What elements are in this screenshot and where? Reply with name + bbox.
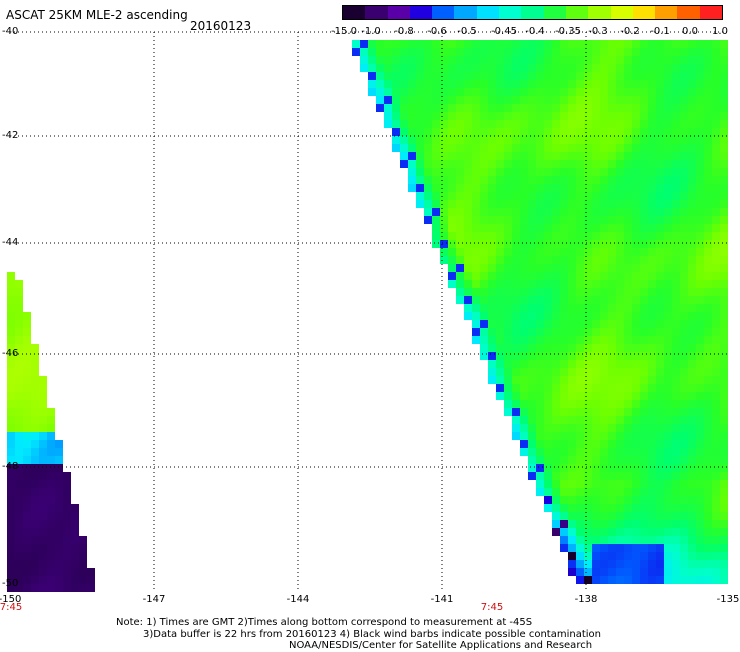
lat-label: -42 — [2, 130, 19, 141]
colorbar-segment — [476, 6, 500, 19]
colorbar-segment — [699, 6, 723, 19]
colorbar — [342, 5, 723, 20]
colorbar-label: -1.0 — [361, 26, 381, 37]
colorbar-segment — [343, 6, 366, 19]
note-line-1: Note: 1) Times are GMT 2)Times along bot… — [116, 617, 533, 628]
colorbar-label: -0.5 — [457, 26, 477, 37]
note-line-3: NOAA/NESDIS/Center for Satellite Applica… — [289, 640, 593, 651]
colorbar-label: -0.6 — [427, 26, 447, 37]
lon-label: -141 — [430, 594, 454, 605]
time-label: 7:45 — [480, 602, 504, 613]
colorbar-segment — [655, 6, 678, 19]
lon-label: -150 — [0, 594, 22, 605]
satellite-swath-data — [7, 40, 728, 592]
colorbar-segment — [543, 6, 566, 19]
colorbar-segment — [387, 6, 410, 19]
lon-label: -144 — [286, 594, 310, 605]
lat-label: -44 — [2, 237, 19, 248]
colorbar-segment — [365, 6, 388, 19]
graticule — [10, 31, 730, 590]
colorbar-label: -15.0 — [331, 26, 357, 37]
colorbar-segment — [454, 6, 477, 19]
colorbar-label: -0.8 — [394, 26, 414, 37]
map-date: 20160123 — [190, 19, 252, 33]
colorbar-label: -0.35 — [555, 26, 581, 37]
colorbar-segment — [588, 6, 611, 19]
colorbar-segment — [499, 6, 522, 19]
map-title: ASCAT 25KM MLE-2 ascending — [6, 8, 188, 22]
lat-label: -40 — [2, 26, 19, 37]
colorbar-segment — [432, 6, 455, 19]
colorbar-label: -0.45 — [491, 26, 517, 37]
colorbar-segment — [677, 6, 700, 19]
colorbar-segment — [610, 6, 633, 19]
colorbar-segment — [521, 6, 544, 19]
lon-label: -147 — [142, 594, 166, 605]
lat-label: -46 — [2, 348, 19, 359]
lon-label: -138 — [574, 594, 598, 605]
colorbar-segment — [565, 6, 589, 19]
colorbar-label: -0.4 — [525, 26, 545, 37]
colorbar-label: 1.0 — [712, 26, 728, 37]
lat-label: -50 — [2, 578, 19, 589]
lat-label: -48 — [2, 461, 19, 472]
colorbar-label: -0.1 — [650, 26, 670, 37]
colorbar-segment — [632, 6, 656, 19]
colorbar-label: 0.0 — [682, 26, 698, 37]
time-label: 7:45 — [0, 602, 23, 613]
colorbar-label: -0.3 — [588, 26, 608, 37]
colorbar-label: -0.2 — [620, 26, 640, 37]
note-line-2: 3)Data buffer is 22 hrs from 20160123 4)… — [143, 629, 601, 640]
lon-label: -135 — [716, 594, 740, 605]
colorbar-segment — [409, 6, 433, 19]
